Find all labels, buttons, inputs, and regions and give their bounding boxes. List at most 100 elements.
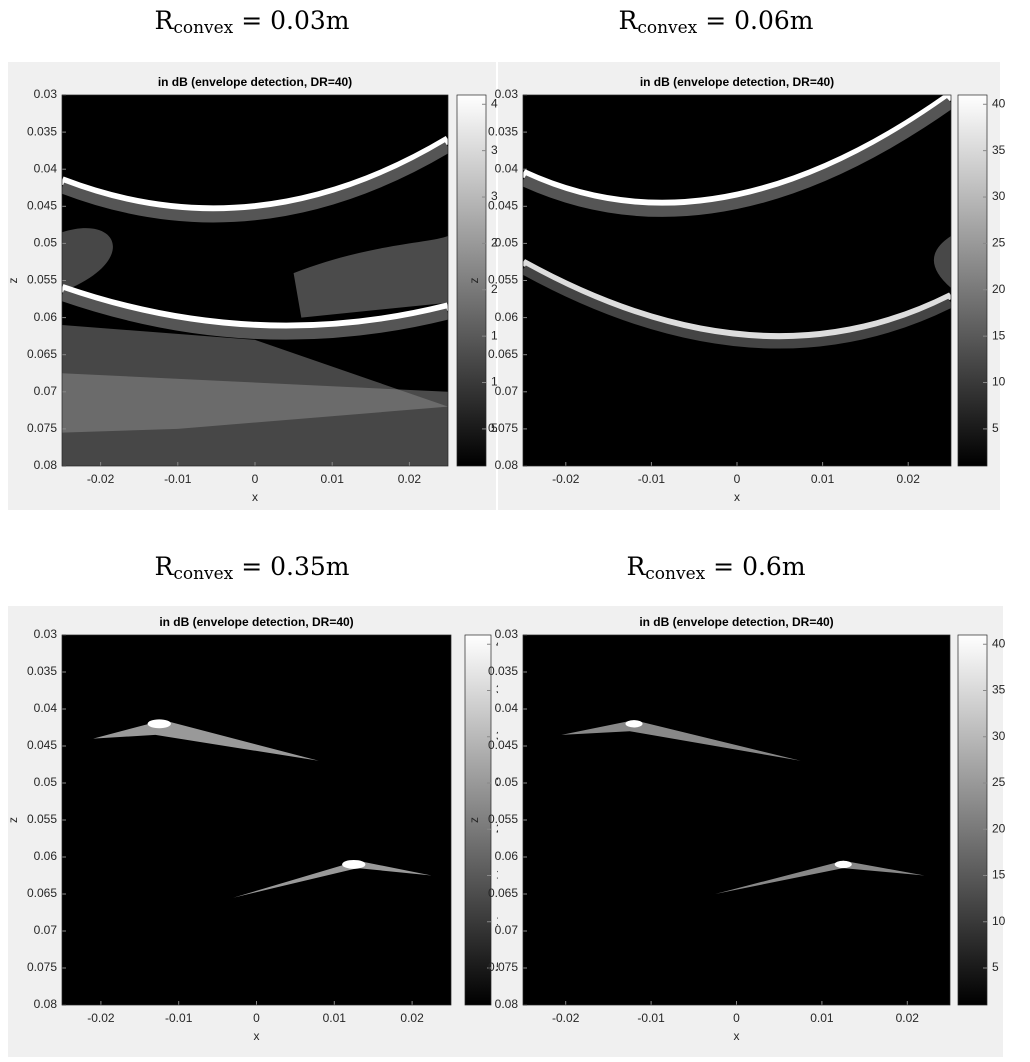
- image-content: [62, 136, 448, 466]
- y-tick-label: 0.04: [34, 701, 58, 715]
- y-tick-label: 0.05: [495, 236, 519, 250]
- heading-base: R: [618, 6, 638, 35]
- y-tick-label: 0.035: [488, 664, 518, 678]
- colorbar: [464, 634, 492, 1006]
- heading-subscript: convex: [645, 564, 705, 584]
- y-axis-label: z: [6, 278, 20, 284]
- x-tick-label: -0.02: [552, 472, 580, 486]
- image-area: [523, 635, 950, 1005]
- panel: Rconvex = 0.6m in dB (envelope detection,…: [467, 552, 1006, 1057]
- heading-base: R: [626, 552, 646, 581]
- image-texture: [62, 235, 448, 433]
- x-tick-label: 0.01: [811, 472, 835, 486]
- image-texture: [62, 284, 448, 331]
- y-tick-label: 0.08: [495, 458, 519, 472]
- image-texture: [62, 290, 448, 340]
- y-tick-label: 0.07: [34, 923, 58, 937]
- heading-base: R: [154, 552, 174, 581]
- y-tick-label: 0.045: [27, 198, 57, 212]
- y-tick-label: 0.08: [34, 997, 58, 1011]
- image-texture: [523, 95, 951, 208]
- chart-title: in dB (envelope detection, DR=40): [639, 615, 833, 629]
- y-tick-label: 0.03: [34, 627, 58, 641]
- y-tick-label: 0.055: [27, 812, 57, 826]
- heading-rest: = 0.6m: [705, 552, 806, 581]
- y-tick-label: 0.075: [27, 960, 57, 974]
- axes-box: [61, 94, 449, 467]
- chart-title: in dB (envelope detection, DR=40): [640, 75, 834, 89]
- colorbar-tick-label: 40: [992, 636, 1006, 650]
- x-tick-label: -0.02: [552, 1011, 580, 1025]
- y-tick-label: 0.05: [34, 775, 58, 789]
- y-tick-label: 0.075: [488, 960, 518, 974]
- x-tick-label: 0.02: [896, 1011, 920, 1025]
- y-tick-label: 0.04: [34, 161, 58, 175]
- y-tick-label: 0.06: [34, 310, 58, 324]
- y-axis-label: z: [467, 817, 481, 823]
- y-tick-label: 0.055: [488, 273, 518, 287]
- y-tick-label: 0.05: [34, 236, 58, 250]
- image-content: [561, 720, 925, 894]
- panel-heading: Rconvex = 0.35m: [154, 552, 349, 584]
- x-tick-label: 0: [252, 472, 259, 486]
- y-tick-label: 0.065: [488, 886, 518, 900]
- x-tick-label: 0.02: [897, 472, 921, 486]
- image-texture: [62, 136, 448, 214]
- x-axis-label: x: [254, 1029, 260, 1043]
- heading-rest: = 0.06m: [697, 6, 814, 35]
- chart-title: in dB (envelope detection, DR=40): [158, 75, 352, 89]
- image-texture: [147, 719, 171, 729]
- x-axis-label: x: [252, 490, 258, 504]
- panel: Rconvex = 0.06m in dB (envelope detection…: [467, 6, 1006, 510]
- y-tick-label: 0.035: [27, 664, 57, 678]
- heading-subscript: convex: [173, 564, 233, 584]
- image-content: [93, 719, 432, 898]
- x-axis-label: x: [734, 1029, 740, 1043]
- x-tick-label: -0.02: [87, 1011, 115, 1025]
- y-axis-label: z: [6, 817, 20, 823]
- heading-subscript: convex: [173, 18, 233, 38]
- colorbar: [456, 94, 487, 467]
- y-tick-label: 0.08: [495, 997, 519, 1011]
- chart-title: in dB (envelope detection, DR=40): [159, 615, 353, 629]
- image-texture: [523, 98, 951, 217]
- heading-rest: = 0.35m: [233, 552, 350, 581]
- colorbar-tick-label: 5: [992, 421, 999, 435]
- x-tick-label: 0: [733, 1011, 740, 1025]
- image-texture: [233, 860, 432, 898]
- y-tick-label: 0.04: [495, 701, 519, 715]
- heading-base: R: [154, 6, 174, 35]
- x-tick-label: 0.02: [400, 1011, 424, 1025]
- x-tick-label: -0.01: [165, 1011, 193, 1025]
- image-area: [523, 95, 951, 466]
- x-axis-label: x: [734, 490, 740, 504]
- y-tick-label: 0.065: [488, 347, 518, 361]
- panel-heading: Rconvex = 0.03m: [154, 6, 349, 38]
- y-tick-label: 0.075: [488, 421, 518, 435]
- y-tick-label: 0.035: [27, 124, 57, 138]
- colorbar-tick-label: 15: [992, 868, 1006, 882]
- y-tick-label: 0.055: [488, 812, 518, 826]
- panel-heading: Rconvex = 0.06m: [618, 6, 813, 38]
- x-tick-label: 0.01: [321, 472, 345, 486]
- colorbar-tick-label: 10: [992, 375, 1006, 389]
- y-tick-label: 0.06: [495, 310, 519, 324]
- y-tick-label: 0.03: [34, 87, 58, 101]
- image-texture: [342, 859, 366, 869]
- y-tick-label: 0.04: [495, 161, 519, 175]
- colorbar-tick-label: 30: [992, 729, 1006, 743]
- colorbar-tick-label: 20: [992, 821, 1006, 835]
- x-tick-label: -0.02: [87, 472, 115, 486]
- y-tick-label: 0.06: [34, 849, 58, 863]
- y-tick-label: 0.06: [495, 849, 519, 863]
- heading-subscript: convex: [637, 18, 697, 38]
- x-tick-label: -0.01: [637, 1011, 665, 1025]
- colorbar-tick-label: 20: [992, 282, 1006, 296]
- colorbar-tick-label: 35: [992, 683, 1006, 697]
- image-texture: [93, 720, 319, 761]
- y-tick-label: 0.075: [27, 421, 57, 435]
- heading-rest: = 0.03m: [233, 6, 350, 35]
- y-tick-label: 0.045: [488, 198, 518, 212]
- x-tick-label: -0.01: [164, 472, 192, 486]
- image-content: [523, 95, 951, 349]
